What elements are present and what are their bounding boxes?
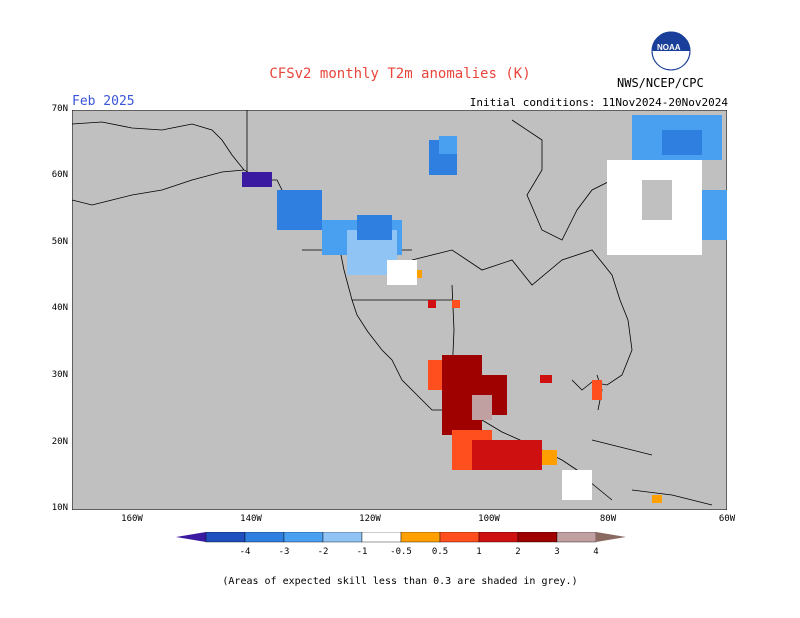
lat-label: 50N <box>51 237 68 247</box>
lat-label: 70N <box>51 104 68 114</box>
colorbar-swatch <box>205 532 246 543</box>
lon-label: 60W <box>718 514 736 524</box>
noaa-logo-icon <box>651 31 691 71</box>
colorbar-swatch <box>517 532 558 543</box>
map-title: CFSv2 monthly T2m anomalies (K) <box>269 66 531 82</box>
colorbar-swatch <box>556 532 597 543</box>
colorbar-label: -2 <box>317 547 329 557</box>
lon-label: 140W <box>240 514 262 524</box>
organization-label: NWS/NCEP/CPC <box>617 76 704 90</box>
colorbar-label: 3 <box>554 547 560 557</box>
logo-text: NOAA <box>657 43 681 52</box>
colorbar-cap-right <box>596 532 626 542</box>
colorbar-swatch <box>361 532 402 543</box>
lat-label: 60N <box>51 170 68 180</box>
anomaly-map <box>72 110 727 510</box>
colorbar-label: 2 <box>515 547 521 557</box>
lon-label: 160W <box>121 514 143 524</box>
colorbar-label: 4 <box>593 547 599 557</box>
colorbar-swatch <box>439 532 480 543</box>
skill-footnote: (Areas of expected skill less than 0.3 a… <box>222 576 578 587</box>
colorbar <box>176 532 626 543</box>
colorbar-label: 1 <box>476 547 482 557</box>
colorbar-swatch <box>244 532 285 543</box>
colorbar-label: -1 <box>356 547 368 557</box>
warm-anomaly-cells <box>412 270 662 503</box>
lon-label: 120W <box>359 514 381 524</box>
initial-conditions: Initial conditions: 11Nov2024-20Nov2024 <box>469 96 728 109</box>
colorbar-swatch <box>322 532 363 543</box>
lat-label: 30N <box>51 370 68 380</box>
lat-label: 40N <box>51 303 68 313</box>
lat-label: 20N <box>51 437 68 447</box>
colorbar-swatch <box>478 532 519 543</box>
near-normal-cells <box>387 160 702 500</box>
colorbar-label: 0.5 <box>431 547 449 557</box>
colorbar-swatch <box>283 532 324 543</box>
colorbar-cap-left <box>176 532 206 542</box>
forecast-month: Feb 2025 <box>72 94 135 109</box>
cold-anomaly-cells <box>242 115 727 275</box>
colorbar-label: -3 <box>278 547 290 557</box>
colorbar-label: -4 <box>239 547 251 557</box>
lat-label: 10N <box>51 503 68 513</box>
lon-label: 80W <box>599 514 617 524</box>
colorbar-swatch <box>400 532 441 543</box>
lon-label: 100W <box>478 514 500 524</box>
colorbar-label: -0.5 <box>390 547 412 557</box>
